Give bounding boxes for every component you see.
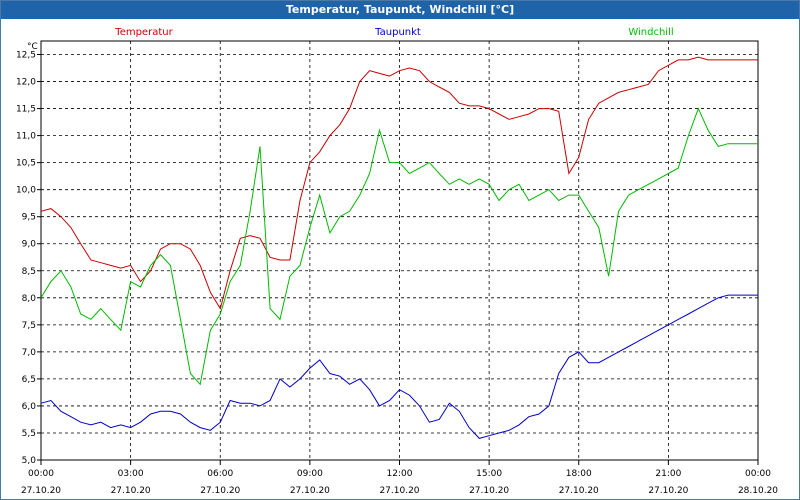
x-tick-date: 28.10.20	[738, 486, 778, 496]
legend-entry-taupunkt: Taupunkt	[374, 27, 421, 38]
series-line-windchill	[40, 107, 758, 386]
x-tick-time: 21:00	[655, 469, 681, 479]
y-axis-label: °C	[27, 42, 38, 52]
x-tick-date: 27.10.20	[648, 486, 688, 496]
y-tick-label: 11,0	[16, 132, 36, 142]
plot-border	[40, 40, 759, 461]
x-tick-labels: 00:00 27.10.20 03:00 27.10.20 06:00 27.10.20 0…	[21, 469, 778, 496]
y-tick-label: 12,5	[16, 51, 36, 61]
y-tick-label: 5,5	[22, 429, 36, 439]
x-tick-date: 27.10.20	[200, 486, 240, 496]
x-tick-time: 18:00	[566, 469, 592, 479]
series-lines	[40, 56, 758, 439]
y-tick-label: 7,5	[22, 321, 36, 331]
x-tick-date: 27.10.20	[21, 486, 61, 496]
legend-entry-windchill: Windchill	[628, 27, 673, 38]
x-tick-time: 12:00	[387, 469, 413, 479]
y-tick-label: 6,0	[22, 402, 37, 412]
y-tick-label: 7,0	[22, 348, 37, 358]
series-line-temperatur	[40, 56, 758, 310]
y-tick-label: 10,5	[16, 159, 36, 169]
legend: Temperatur Taupunkt Windchill	[114, 27, 673, 38]
grid-lines	[41, 41, 758, 460]
y-tick-label: 11,5	[16, 105, 36, 115]
x-tick-date: 27.10.20	[290, 486, 330, 496]
x-tick-time: 09:00	[297, 469, 323, 479]
y-tick-label: 9,5	[22, 213, 36, 223]
y-tick-label: 12,0	[16, 78, 36, 88]
y-tick-label: 8,0	[22, 294, 37, 304]
y-tick-label: 10,0	[16, 186, 36, 196]
x-tick-time: 03:00	[118, 469, 144, 479]
y-tick-labels: 5,0 5,5 6,0 6,5 7,0 7,5 8,0 8,5 9,0 9,5 10,0 10,5 11…	[16, 51, 36, 466]
series-line-taupunkt	[40, 294, 758, 439]
x-tick-time: 06:00	[207, 469, 233, 479]
x-tick-date: 27.10.20	[379, 486, 419, 496]
y-tick-label: 5,0	[22, 456, 37, 466]
axes	[37, 40, 759, 465]
x-tick-date: 27.10.20	[469, 486, 509, 496]
legend-entry-temperatur: Temperatur	[114, 27, 173, 38]
x-tick-date: 27.10.20	[559, 486, 599, 496]
y-tick-label: 8,5	[22, 267, 36, 277]
y-tick-label: 9,0	[22, 240, 37, 250]
x-tick-time: 00:00	[28, 469, 54, 479]
x-tick-time: 15:00	[476, 469, 502, 479]
y-tick-label: 6,5	[22, 375, 36, 385]
chart-title: Temperatur, Taupunkt, Windchill [°C]	[1, 1, 799, 19]
x-tick-date: 27.10.20	[111, 486, 151, 496]
x-tick-time: 00:00	[745, 469, 771, 479]
